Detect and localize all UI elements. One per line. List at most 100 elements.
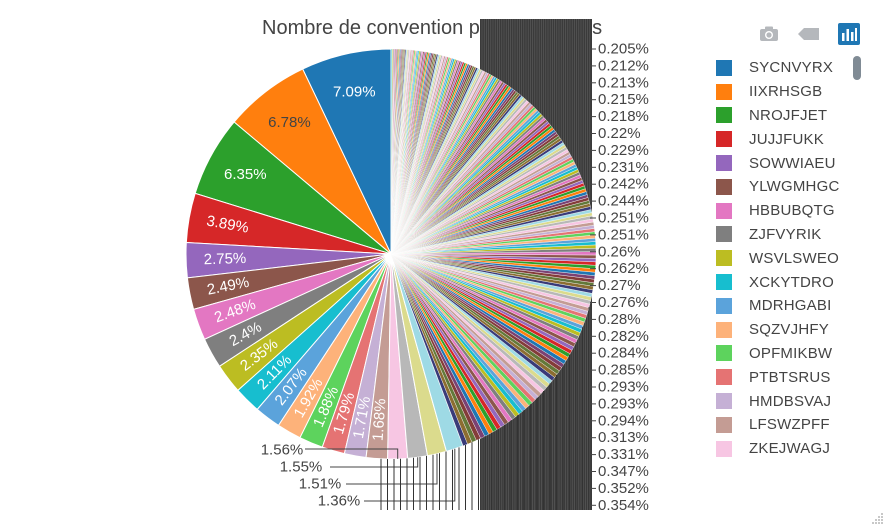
slice-label: 0.284% [598, 345, 649, 362]
legend-item[interactable]: SYCNVYRX [710, 56, 860, 80]
legend-label: SQZVJHFY [749, 321, 829, 339]
legend-item[interactable]: OPFMIKBW [710, 342, 860, 366]
legend-item[interactable]: ZKEJWAGJ [710, 437, 860, 461]
legend-swatch [716, 297, 732, 314]
tag-icon [798, 28, 819, 40]
legend-label: ZJFVYRIK [749, 225, 822, 243]
legend-item[interactable]: HMDBSVAJ [710, 389, 860, 413]
slice-label: 0.215% [598, 91, 649, 108]
slice-label: 0.347% [598, 463, 649, 480]
slice-label: 0.313% [598, 429, 649, 446]
camera-button[interactable] [756, 22, 782, 46]
slice-label: 2.75% [203, 250, 246, 268]
legend-item[interactable]: JUJJFUKK [710, 127, 860, 151]
legend-swatch [716, 345, 732, 362]
slice-label: 0.276% [598, 294, 649, 311]
camera-icon [760, 26, 778, 41]
slice-label: 0.262% [598, 260, 649, 277]
pie-slice [390, 48, 393, 255]
legend-label: HMDBSVAJ [749, 392, 832, 410]
legend-item[interactable]: WSVLSWEO [710, 246, 860, 270]
slice-label: 0.331% [598, 446, 649, 463]
legend-label: HBBUBQTG [749, 202, 835, 220]
legend-label: YLWGMHGC [749, 178, 840, 196]
slice-label: 0.282% [598, 328, 649, 345]
slice-label: 1.55% [280, 459, 323, 476]
legend-swatch [716, 107, 732, 124]
slice-label: 0.229% [598, 142, 649, 159]
slice-label: 0.251% [598, 210, 649, 227]
slice-label: 0.213% [598, 74, 649, 91]
slice-label: 0.244% [598, 193, 649, 210]
legend-label: ZKEJWAGJ [749, 440, 831, 458]
bar-chart-icon [838, 23, 860, 45]
slice-label: 0.27% [598, 277, 641, 294]
legend-label: NROJFJET [749, 106, 828, 124]
legend-swatch [716, 321, 732, 338]
slice-label: 0.354% [598, 497, 649, 514]
legend-item[interactable]: MDRHGABI [710, 294, 860, 318]
slice-label: 0.293% [598, 395, 649, 412]
legend-label: IIXRHSGB [749, 83, 823, 101]
modebar [756, 22, 862, 46]
bottom-leaders [380, 307, 590, 510]
slice-label: 6.78% [268, 114, 311, 131]
legend-label: OPFMIKBW [749, 344, 833, 362]
legend-swatch [716, 202, 732, 219]
slice-label: 0.218% [598, 108, 649, 125]
slice-label: 0.231% [598, 159, 649, 176]
legend-swatch [716, 416, 732, 433]
plotly-logo-button[interactable] [836, 22, 862, 46]
legend-label: XCKYTDRO [749, 273, 834, 291]
legend-label: LFSWZPFF [749, 416, 830, 434]
legend-swatch [716, 250, 732, 267]
slice-label: 7.09% [333, 84, 376, 101]
slice-label: 0.28% [598, 311, 641, 328]
legend-label: SOWWIAEU [749, 154, 836, 172]
legend-item[interactable]: XCKYTDRO [710, 270, 860, 294]
legend-item[interactable]: PTBTSRUS [710, 365, 860, 389]
legend-item[interactable]: LFSWZPFF [710, 413, 860, 437]
leader-line [330, 457, 419, 468]
legend-item[interactable]: SOWWIAEU [710, 151, 860, 175]
legend-item[interactable]: YLWGMHGC [710, 175, 860, 199]
legend-swatch [716, 226, 732, 243]
legend-item[interactable]: ZJFVYRIK [710, 223, 860, 247]
legend-item[interactable]: SQZVJHFY [710, 318, 860, 342]
legend-label: SYCNVYRX [749, 59, 834, 77]
slice-label: 0.352% [598, 480, 649, 497]
slice-label: 0.212% [598, 57, 649, 74]
legend-swatch [716, 178, 732, 195]
resize-grip-icon[interactable] [870, 511, 884, 525]
legend-label: PTBTSRUS [749, 368, 831, 386]
leader-line [305, 448, 399, 459]
legend-scrollbar[interactable] [853, 56, 861, 80]
legend-label: MDRHGABI [749, 297, 832, 315]
legend-swatch [716, 155, 732, 172]
legend-item[interactable]: NROJFJET [710, 104, 860, 128]
slice-label: 6.35% [224, 166, 267, 183]
slice-label: 0.285% [598, 362, 649, 379]
legend-swatch [716, 369, 732, 386]
slice-label: 0.205% [598, 41, 649, 58]
legend-swatch [716, 393, 732, 410]
legend-item[interactable]: HBBUBQTG [710, 199, 860, 223]
slice-label: 1.56% [261, 442, 304, 459]
slice-label: 0.293% [598, 379, 649, 396]
slice-label: 0.26% [598, 243, 641, 260]
legend-swatch [716, 440, 732, 457]
slice-label: 1.36% [318, 493, 361, 510]
slice-label: 0.251% [598, 226, 649, 243]
legend-swatch [716, 83, 732, 100]
hover-label-button[interactable] [796, 22, 822, 46]
slice-label: 0.294% [598, 412, 649, 429]
legend-item[interactable]: IIXRHSGB [710, 80, 860, 104]
legend-swatch [716, 274, 732, 291]
legend: SYCNVYRX IIXRHSGB NROJFJET JUJJFUKK SOWWIAEU… [710, 56, 860, 466]
legend-swatch [716, 59, 732, 76]
leader-line [346, 453, 438, 485]
legend-swatch [716, 131, 732, 148]
slice-label: 0.22% [598, 125, 641, 142]
slice-label: 1.68% [370, 398, 390, 442]
